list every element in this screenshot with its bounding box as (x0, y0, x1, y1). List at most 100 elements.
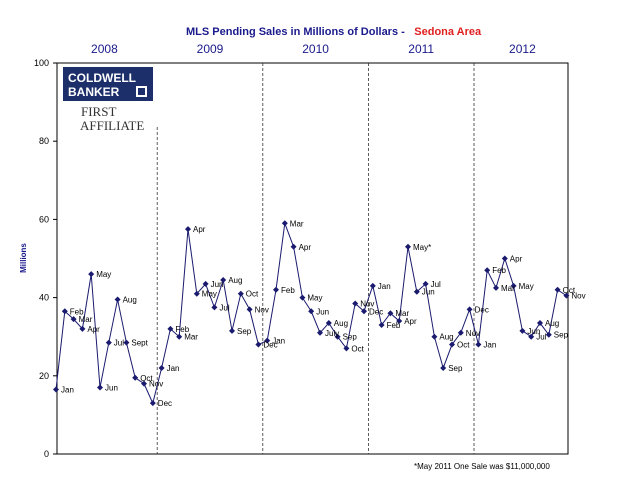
data-point (440, 364, 447, 371)
point-label: Feb (70, 307, 84, 316)
data-point (193, 290, 200, 297)
footnote: *May 2011 One Sale was $11,000,000 (414, 462, 550, 471)
y-axis-label: Millions (19, 243, 28, 273)
point-label: Mar (290, 219, 304, 228)
data-point (537, 320, 543, 327)
data-point (273, 286, 279, 293)
data-point (545, 331, 552, 338)
point-label: Nov (149, 380, 163, 389)
data-point (317, 329, 323, 336)
chart-title: MLS Pending Sales in Millions of Dollars… (186, 22, 482, 39)
point-label: Sept (131, 339, 148, 348)
point-label: Jun (422, 288, 435, 297)
data-points (53, 220, 570, 407)
point-label: Jan (272, 337, 285, 346)
point-label: Sep (554, 331, 569, 340)
data-point (176, 333, 183, 340)
point-label: Oct (563, 286, 576, 295)
data-point (79, 325, 86, 332)
point-label: Mar (501, 284, 515, 293)
data-point (70, 316, 77, 323)
point-label: Jun (527, 327, 540, 336)
point-label: Jul (536, 333, 546, 342)
point-label: Apr (404, 317, 417, 326)
year-label: 2011 (408, 42, 434, 56)
point-label: Jun (211, 280, 224, 289)
data-point (554, 286, 561, 293)
point-label: Mar (79, 315, 93, 324)
data-point (105, 339, 112, 346)
point-label: Apr (193, 225, 206, 234)
data-point (501, 255, 508, 262)
point-label: Apr (299, 243, 312, 252)
logo-line-1: COLDWELL (68, 71, 136, 85)
point-label: Oct (246, 290, 259, 299)
data-point (352, 300, 359, 307)
point-label: May (519, 282, 534, 291)
point-label: Dec (263, 341, 277, 350)
point-label: Jul (431, 280, 441, 289)
data-point (457, 329, 464, 336)
point-label: Oct (457, 341, 470, 350)
point-label: Jan (61, 385, 74, 394)
data-point (220, 277, 227, 284)
data-point (167, 325, 174, 332)
point-label: Feb (387, 321, 401, 330)
data-point (264, 337, 271, 344)
data-point (466, 306, 473, 313)
point-label: Jan (378, 282, 391, 291)
point-label: Feb (281, 286, 295, 295)
point-label: Apr (510, 255, 523, 264)
data-point (281, 220, 288, 227)
data-point (343, 345, 350, 352)
point-label: Oct (140, 374, 153, 383)
logo-line-2: BANKER (68, 85, 120, 99)
point-label: Aug (228, 276, 242, 285)
point-label: Nov (360, 299, 374, 308)
point-label: Aug (123, 296, 137, 305)
data-point (123, 339, 130, 346)
data-point (413, 288, 420, 295)
data-point (528, 333, 535, 340)
y-tick-label: 0 (44, 449, 49, 459)
y-tick-label: 60 (39, 214, 49, 224)
data-point (97, 384, 103, 391)
logo-sub-1: FIRST (81, 104, 116, 119)
year-label: 2008 (91, 42, 118, 56)
data-point (114, 296, 121, 303)
data-point (299, 294, 306, 301)
point-label: Apr (87, 325, 100, 334)
data-point (290, 243, 297, 250)
point-label: Feb (175, 325, 189, 334)
point-label: Sep (237, 327, 252, 336)
logo-emblem-inner (138, 88, 145, 95)
point-label: May (96, 270, 111, 279)
point-label: Sep (343, 333, 358, 342)
point-label: Aug (439, 333, 453, 342)
point-label: May (307, 294, 322, 303)
data-point (61, 308, 68, 315)
chart-title-area: Sedona Area (414, 26, 482, 38)
data-point (484, 267, 491, 274)
data-point (132, 374, 139, 381)
plot-area (56, 62, 569, 455)
data-point (369, 282, 376, 289)
point-label: Nov (255, 305, 269, 314)
data-point (158, 364, 165, 371)
data-point (308, 308, 315, 315)
data-point (431, 333, 438, 340)
point-label: Jun (105, 384, 118, 393)
data-point (325, 320, 332, 327)
y-axis-ticks: 0 20 40 60 80 100 (34, 58, 57, 459)
coldwell-banker-logo: COLDWELL BANKER FIRST AFFILIATE (63, 67, 153, 133)
year-dividers (156, 63, 475, 454)
data-point (475, 341, 482, 348)
data-point (185, 226, 191, 233)
point-label: Jan (167, 364, 180, 373)
data-point (149, 400, 156, 407)
point-label: Aug (334, 319, 348, 328)
y-tick-label: 40 (39, 293, 49, 303)
point-label: Jan (483, 341, 496, 350)
point-label: Nov (466, 329, 480, 338)
